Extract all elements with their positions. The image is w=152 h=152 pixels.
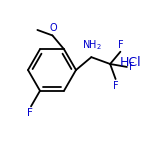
Text: F: F <box>118 40 123 50</box>
Text: HCl: HCl <box>120 55 142 69</box>
Text: O: O <box>50 23 57 33</box>
Text: F: F <box>27 108 33 118</box>
Text: F: F <box>113 81 118 91</box>
Text: NH$_2$: NH$_2$ <box>82 38 102 52</box>
Text: F: F <box>129 62 135 72</box>
